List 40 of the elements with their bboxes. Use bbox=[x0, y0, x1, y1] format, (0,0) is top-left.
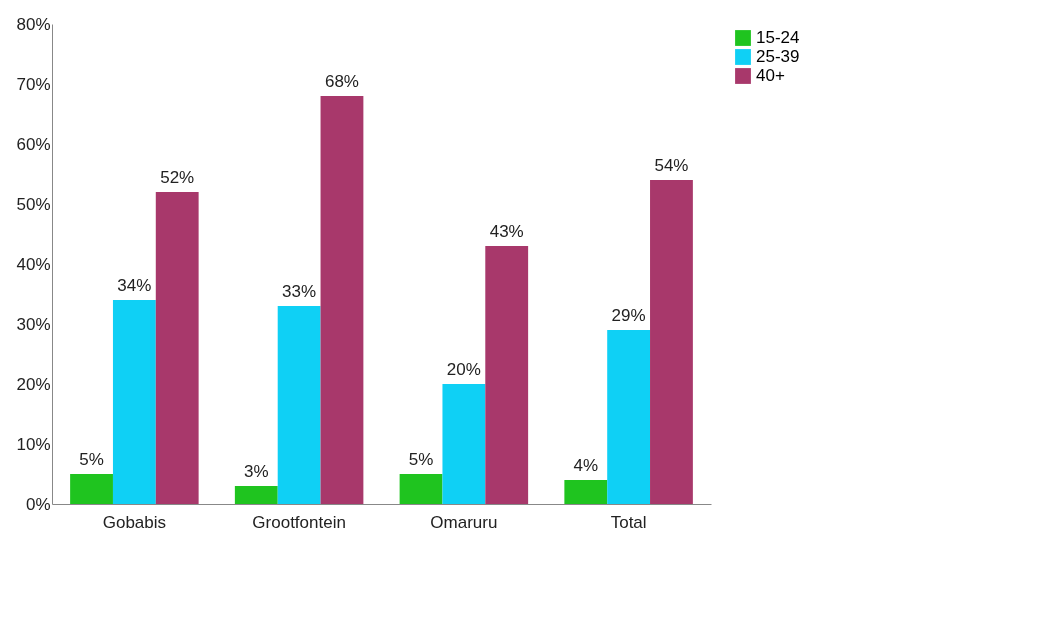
bar bbox=[277, 306, 321, 504]
y-tick-label: 50% bbox=[16, 194, 51, 214]
data-label: 34% bbox=[117, 276, 152, 295]
x-tick-label: Omaruru bbox=[430, 512, 498, 532]
x-tick-label: Gobabis bbox=[102, 512, 167, 532]
data-label: 4% bbox=[573, 456, 599, 475]
y-tick-label: 60% bbox=[16, 134, 51, 154]
bar bbox=[234, 486, 278, 504]
legend-label: 40+ bbox=[756, 66, 785, 85]
data-label: 68% bbox=[324, 72, 359, 91]
data-label: 5% bbox=[408, 450, 434, 469]
bar bbox=[70, 474, 113, 504]
y-tick-label: 0% bbox=[25, 494, 51, 514]
legend-label: 25-39 bbox=[756, 47, 800, 66]
bar bbox=[485, 246, 529, 504]
data-label: 54% bbox=[654, 156, 689, 175]
bar bbox=[155, 192, 199, 504]
data-label: 33% bbox=[282, 282, 317, 301]
data-label: 5% bbox=[79, 450, 104, 469]
x-tick-label: Grootfontein bbox=[252, 512, 346, 532]
y-tick-label: 30% bbox=[16, 314, 51, 334]
y-tick-label: 70% bbox=[16, 74, 51, 94]
bar bbox=[112, 300, 156, 504]
data-label: 3% bbox=[244, 462, 269, 481]
bar bbox=[320, 96, 364, 504]
data-label: 29% bbox=[611, 306, 646, 325]
y-tick-label: 40% bbox=[16, 254, 51, 274]
y-tick-label: 10% bbox=[16, 434, 51, 454]
y-tick-label: 20% bbox=[16, 374, 51, 394]
data-label: 52% bbox=[160, 168, 195, 187]
legend-label: 15-24 bbox=[756, 28, 800, 47]
data-label: 20% bbox=[446, 360, 481, 379]
bar bbox=[442, 384, 486, 504]
bar bbox=[607, 330, 651, 504]
data-label: 43% bbox=[489, 222, 524, 241]
x-tick-label: Total bbox=[610, 512, 647, 532]
bar bbox=[564, 480, 608, 504]
bar bbox=[399, 474, 443, 504]
y-tick-label: 80% bbox=[16, 14, 51, 34]
bar bbox=[650, 180, 693, 504]
